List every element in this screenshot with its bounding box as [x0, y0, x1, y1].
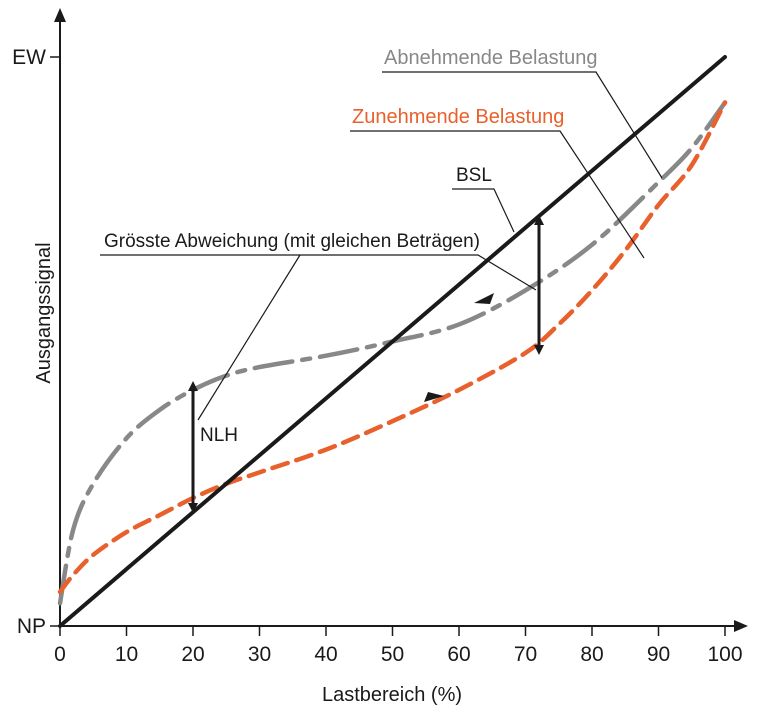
x-tick-label: 20: [181, 643, 204, 666]
max-dev-leader-right: [100, 254, 537, 291]
series-bsl-line: [58, 55, 727, 628]
x-tick-label: 10: [115, 643, 138, 666]
x-axis-arrow-icon: [734, 620, 748, 632]
bsl-leader: [452, 188, 515, 233]
x-tick-label: 0: [54, 643, 66, 666]
zunehmend-label: Zunehmende Belastung: [352, 106, 564, 128]
x-tick-label: 70: [514, 643, 537, 666]
abnehmend-leader: [382, 71, 663, 179]
abnehmend-direction-arrow-icon: [474, 293, 494, 304]
y-axis-arrow-icon: [54, 8, 66, 22]
annotation-layer: Lastbereich (%) Ausgangssignal Abnehmend…: [33, 47, 663, 706]
max-dev-label: Grösste Abweichung (mit gleichen Beträge…: [104, 231, 480, 252]
x-tick-label: 40: [314, 643, 337, 666]
x-tick-label: 30: [248, 643, 271, 666]
y-tick-label: NP: [17, 615, 46, 638]
x-tick-label: 60: [447, 643, 470, 666]
x-tick-label: 100: [707, 643, 742, 666]
x-ticks: 0 10 20 30 40 50 60 70 80 90 100: [54, 626, 743, 666]
zunehmend-leader: [350, 130, 645, 259]
max-dev-leader-left: [197, 254, 301, 421]
x-tick-label: 50: [381, 643, 404, 666]
x-tick-label: 90: [647, 643, 670, 666]
bsl-label: BSL: [456, 165, 492, 186]
y-tick-label: EW: [12, 46, 46, 69]
abnehmend-label: Abnehmende Belastung: [384, 47, 598, 69]
series-layer: [57, 55, 728, 628]
y-axis-title: Ausgangssignal: [33, 242, 55, 383]
x-tick-label: 80: [580, 643, 603, 666]
zunehmend-direction-arrow-icon: [424, 392, 444, 402]
series-abnehmend-line: [57, 100, 728, 606]
series-zunehmend-line: [57, 100, 728, 595]
x-axis-title: Lastbereich (%): [322, 684, 462, 706]
nlh-label: NLH: [200, 425, 238, 446]
